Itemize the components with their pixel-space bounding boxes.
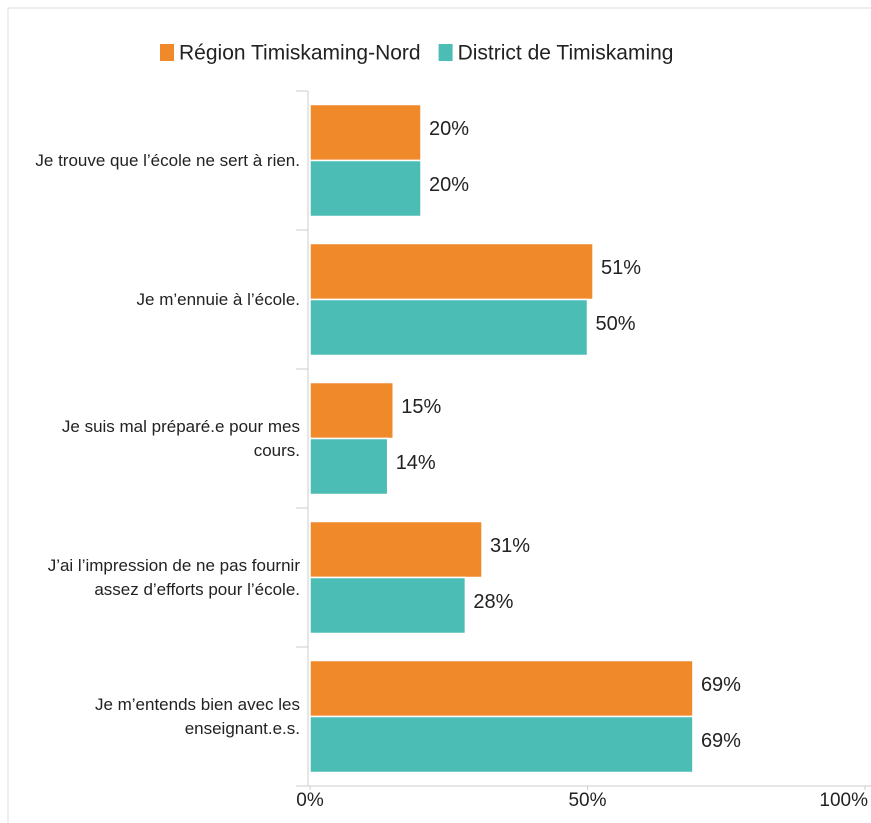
bar <box>309 715 694 774</box>
data-label: 28% <box>473 591 513 613</box>
data-label: 15% <box>401 396 441 418</box>
bar <box>309 437 389 496</box>
data-label: 14% <box>396 452 436 474</box>
bar <box>309 659 694 718</box>
x-tick-label: 100% <box>819 790 868 811</box>
bar <box>309 242 594 301</box>
legend-swatch <box>438 44 453 61</box>
x-tick-label: 50% <box>568 790 606 811</box>
bar <box>309 298 589 357</box>
data-label: 51% <box>601 257 641 279</box>
legend-swatch <box>160 44 174 61</box>
data-label: 20% <box>429 118 469 140</box>
category-label: Je suis mal préparé.e pour mes cours. <box>61 416 300 460</box>
data-label: 50% <box>596 313 636 335</box>
data-label: 69% <box>701 730 741 752</box>
data-label: 20% <box>429 174 469 196</box>
legend-label: District de Timiskaming <box>458 42 674 65</box>
category-label: Je m’ennuie à l’école. <box>136 289 300 309</box>
bar <box>309 381 394 440</box>
bar <box>309 103 422 162</box>
bar <box>309 159 422 218</box>
data-label: 69% <box>701 674 741 696</box>
frame <box>7 7 871 823</box>
category-label: Je trouve que l’école ne sert à rien. <box>35 150 300 170</box>
category-label: J’ai l’impression de ne pas fournir asse… <box>47 555 300 599</box>
bar <box>309 520 483 579</box>
x-tick-label: 0% <box>296 790 324 811</box>
bar <box>309 576 467 635</box>
category-label: Je m’entends bien avec les enseignant.e.… <box>94 694 300 738</box>
data-label: 31% <box>490 535 530 557</box>
legend-label: Région Timiskaming-Nord <box>179 42 421 65</box>
